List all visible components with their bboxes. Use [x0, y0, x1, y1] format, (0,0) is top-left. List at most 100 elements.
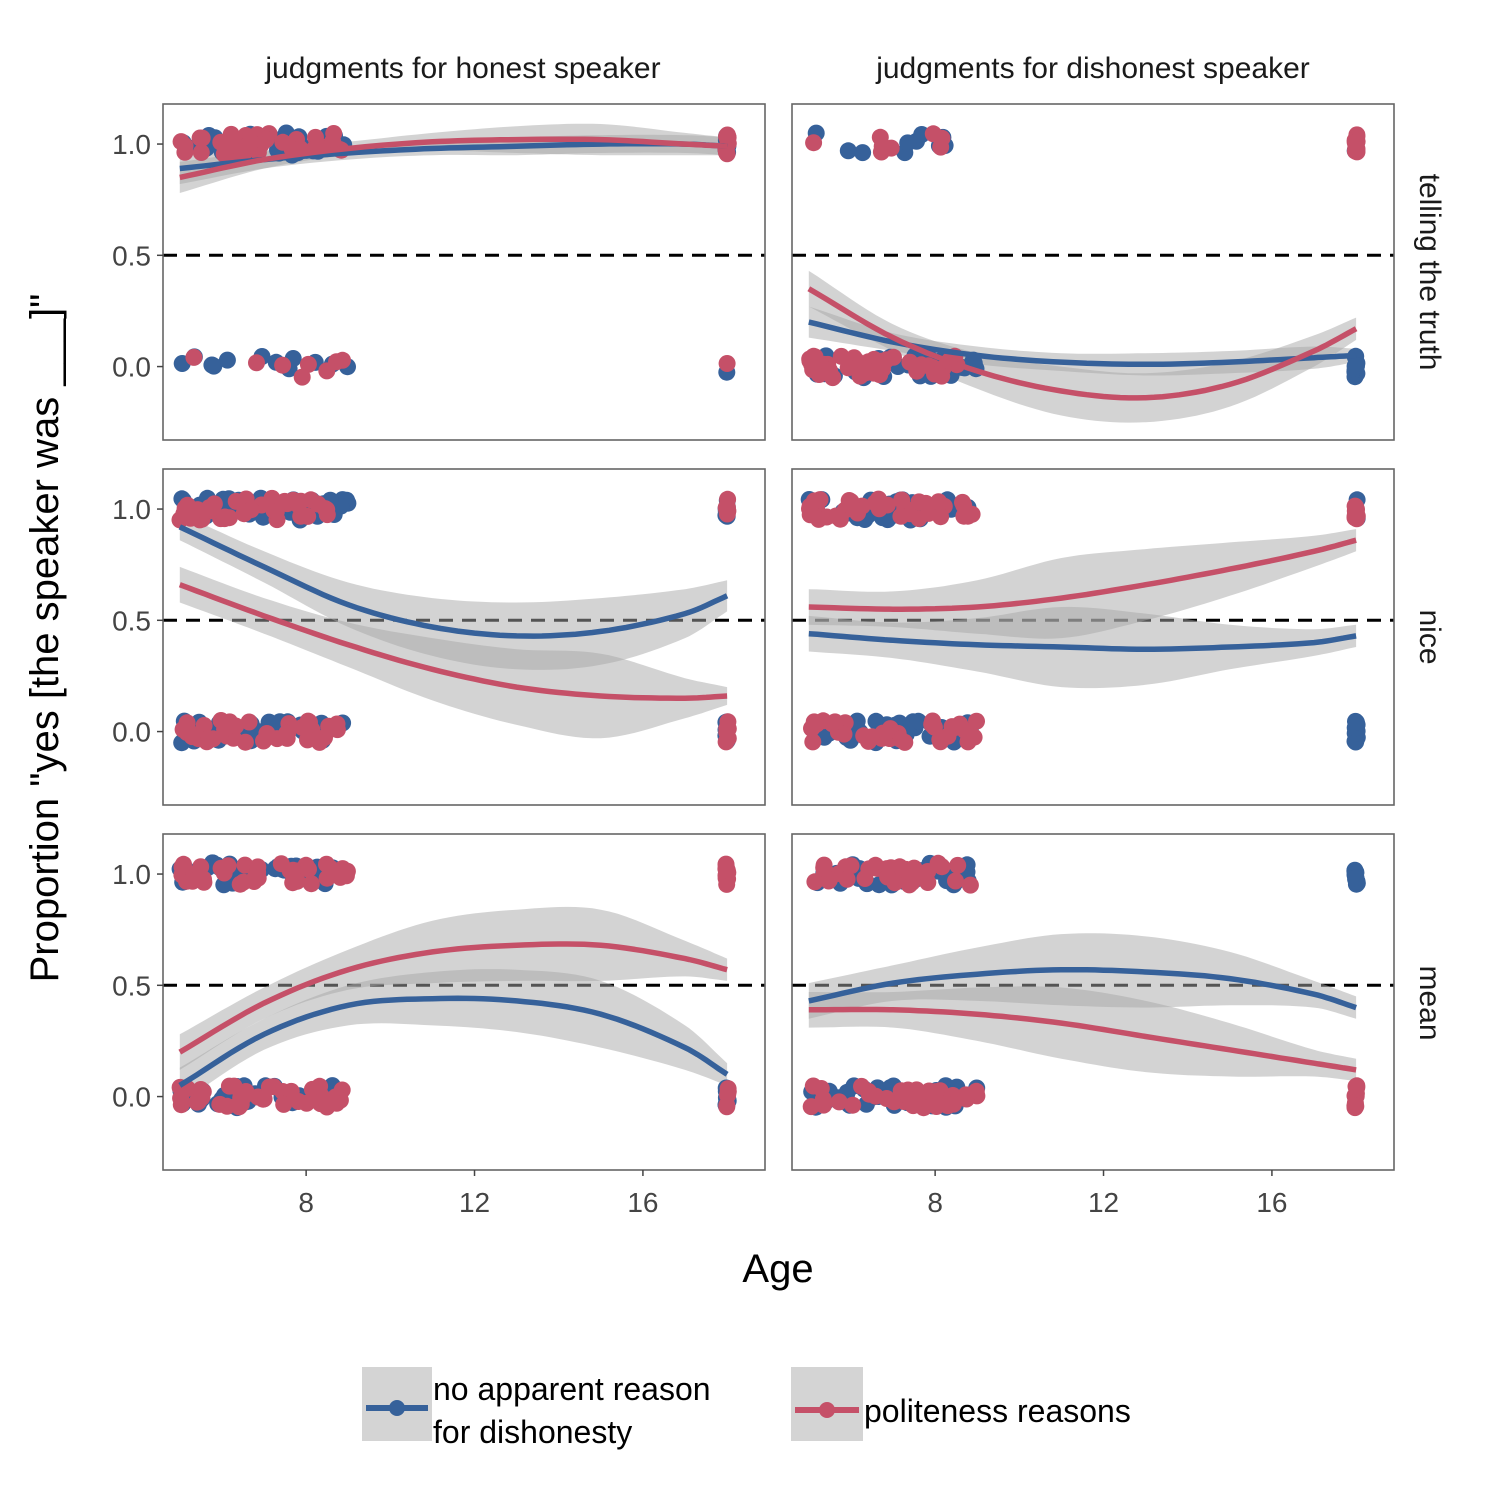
- data-point-politeness: [967, 1082, 985, 1100]
- data-point-politeness: [178, 496, 196, 514]
- panel-border: [162, 103, 766, 441]
- data-point-politeness: [718, 1098, 736, 1116]
- data-point-politeness: [236, 856, 254, 874]
- confidence-band: [808, 270, 1357, 423]
- data-point-politeness: [254, 1090, 272, 1108]
- data-point-politeness: [835, 725, 853, 743]
- x-tick-label: 8: [298, 1187, 314, 1218]
- data-point-politeness: [891, 730, 909, 748]
- data-point-politeness: [910, 493, 928, 511]
- data-point-politeness: [831, 510, 849, 528]
- data-point-politeness: [860, 1085, 878, 1103]
- fit-line-no-reason: [178, 995, 729, 1088]
- fit-line-no-reason: [808, 630, 1357, 652]
- data-point-politeness: [274, 133, 292, 151]
- data-point-politeness: [236, 733, 254, 751]
- row-strip-label: nice: [1413, 609, 1446, 664]
- data-point-politeness: [320, 717, 338, 735]
- data-point-politeness: [193, 129, 211, 147]
- data-point-no-reason: [203, 356, 221, 374]
- data-point-politeness: [311, 733, 328, 751]
- facet-panel: [791, 103, 1395, 441]
- y-tick-label: 1.0: [112, 859, 151, 890]
- data-point-politeness: [299, 355, 317, 373]
- fit-line-politeness: [808, 537, 1357, 612]
- data-point-politeness: [806, 873, 824, 891]
- facet-panel: 0.0 0.5 1.0: [112, 468, 766, 806]
- data-point-politeness: [275, 1095, 293, 1113]
- data-point-politeness: [908, 1090, 926, 1108]
- data-point-politeness: [873, 137, 891, 155]
- data-point-politeness: [856, 870, 874, 887]
- data-point-politeness: [893, 491, 911, 509]
- y-tick-label: 0.5: [112, 605, 151, 636]
- data-point-politeness: [717, 855, 735, 873]
- data-point-politeness: [246, 869, 264, 887]
- data-point-politeness: [719, 502, 737, 520]
- data-point-politeness: [821, 361, 838, 379]
- fit-line-politeness: [807, 286, 1358, 401]
- data-point-politeness: [192, 858, 210, 876]
- data-point-politeness: [318, 362, 336, 380]
- data-point-politeness: [961, 876, 979, 894]
- data-point-politeness: [263, 489, 281, 507]
- y-tick-label: 1.0: [112, 494, 151, 525]
- data-point-politeness: [274, 356, 292, 374]
- data-point-politeness: [932, 508, 950, 526]
- y-tick-label: 0.0: [112, 717, 151, 748]
- x-tick-label: 12: [1088, 1187, 1119, 1218]
- data-point-politeness: [892, 507, 910, 525]
- y-tick-label: 0.5: [112, 970, 151, 1001]
- data-point-politeness: [233, 142, 251, 160]
- x-tick-label: 12: [459, 1187, 490, 1218]
- fit-line-politeness: [808, 1006, 1357, 1073]
- confidence-band: [179, 906, 728, 1070]
- facet-panel: 0.0 0.5 1.0: [112, 103, 766, 441]
- confidence-band: [179, 969, 728, 1104]
- data-point-politeness: [943, 718, 961, 736]
- data-point-politeness: [172, 1089, 190, 1107]
- panel-border: [791, 468, 1395, 806]
- facet-panel: 0.0 0.5 1.0 8 12 16: [112, 833, 766, 1218]
- x-axis-title: Age: [742, 1247, 813, 1291]
- data-point-politeness: [879, 868, 897, 886]
- data-point-politeness: [838, 870, 856, 888]
- data-point-politeness: [804, 361, 822, 379]
- data-point-politeness: [225, 1077, 243, 1095]
- data-point-politeness: [185, 348, 203, 366]
- data-point-politeness: [176, 137, 194, 155]
- data-point-politeness: [945, 1095, 962, 1113]
- data-point-politeness: [328, 1094, 346, 1112]
- data-point-politeness: [278, 724, 296, 742]
- data-point-no-reason: [854, 144, 872, 162]
- data-point-politeness: [718, 126, 736, 144]
- data-point-politeness: [215, 145, 233, 163]
- data-point-politeness: [302, 491, 320, 509]
- data-point-no-reason: [839, 142, 857, 160]
- data-point-politeness: [272, 855, 290, 873]
- data-point-politeness: [949, 856, 967, 874]
- data-point-politeness: [200, 731, 218, 749]
- data-point-politeness: [231, 875, 249, 893]
- fit-line-no-reason: [178, 524, 729, 639]
- x-tick-label: 16: [627, 1187, 658, 1218]
- data-point-politeness: [211, 1095, 229, 1113]
- data-point-politeness: [216, 720, 234, 738]
- data-point-politeness: [891, 858, 909, 876]
- data-point-no-reason: [218, 351, 236, 369]
- column-strip-label: judgments for dishonest speaker: [875, 52, 1310, 85]
- data-point-politeness: [311, 1077, 329, 1095]
- data-point-politeness: [718, 355, 736, 372]
- y-tick-label: 0.5: [112, 240, 151, 271]
- data-point-politeness: [1347, 1078, 1365, 1095]
- data-point-politeness: [240, 713, 258, 731]
- legend-label-no-reason: no apparent reason: [433, 1371, 711, 1407]
- panel-border: [791, 103, 1395, 441]
- data-point-politeness: [815, 859, 833, 877]
- data-point-politeness: [933, 367, 951, 385]
- y-tick-label: 0.0: [112, 352, 151, 383]
- data-point-politeness: [851, 367, 869, 385]
- data-point-politeness: [926, 1092, 944, 1110]
- fit-line-politeness: [178, 582, 728, 701]
